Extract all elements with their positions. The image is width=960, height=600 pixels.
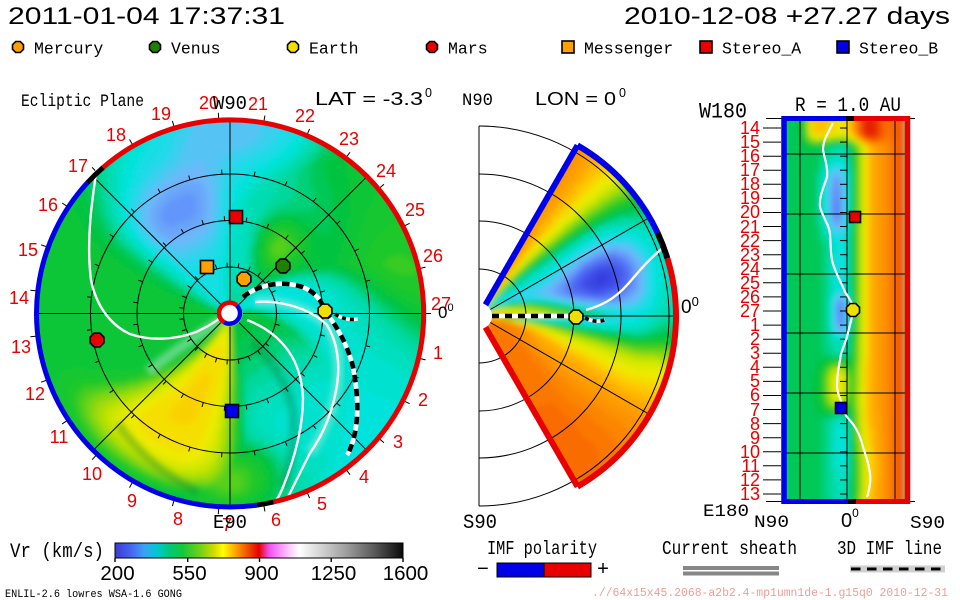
svg-text:20: 20 <box>740 202 760 222</box>
svg-text:ENLIL-2.6 lowres WSA-1.6 GONG: ENLIL-2.6 lowres WSA-1.6 GONG <box>5 589 182 600</box>
svg-text:Mars: Mars <box>448 40 488 59</box>
svg-text:7: 7 <box>750 400 760 420</box>
svg-text:14: 14 <box>9 288 29 308</box>
svg-text:Stereo_B: Stereo_B <box>859 40 938 59</box>
svg-text:22: 22 <box>740 231 760 251</box>
svg-text:S90: S90 <box>463 512 497 535</box>
svg-text:27: 27 <box>740 301 760 321</box>
svg-text:23: 23 <box>339 129 359 149</box>
svg-text:Current sheath: Current sheath <box>662 538 797 560</box>
svg-text:21: 21 <box>740 217 760 237</box>
svg-text:2: 2 <box>418 390 428 410</box>
svg-text:1250: 1250 <box>311 562 357 585</box>
svg-text:17: 17 <box>68 156 88 176</box>
svg-text:0: 0 <box>619 86 626 100</box>
svg-text:15: 15 <box>18 240 38 260</box>
svg-text:13: 13 <box>11 337 31 357</box>
svg-text:S90: S90 <box>910 514 945 534</box>
svg-text:E180: E180 <box>703 502 749 522</box>
svg-text:LAT = -3.3: LAT = -3.3 <box>315 89 423 109</box>
svg-text:10: 10 <box>740 442 760 462</box>
svg-text:12: 12 <box>740 470 760 490</box>
svg-text:9: 9 <box>750 428 760 448</box>
svg-text:24: 24 <box>376 161 396 181</box>
svg-text:18: 18 <box>106 125 126 145</box>
svg-text:27: 27 <box>431 294 451 314</box>
svg-text:8: 8 <box>173 509 183 529</box>
svg-text:Earth: Earth <box>309 40 359 59</box>
svg-text:12: 12 <box>25 384 45 404</box>
svg-text:10: 10 <box>82 464 102 484</box>
svg-text:23: 23 <box>740 245 760 265</box>
svg-text:26: 26 <box>423 246 443 266</box>
svg-text:4: 4 <box>359 467 369 487</box>
svg-text:11: 11 <box>741 456 760 476</box>
svg-text:3: 3 <box>393 432 403 452</box>
svg-text:Venus: Venus <box>171 40 221 59</box>
svg-text:4: 4 <box>750 357 760 377</box>
svg-text:2: 2 <box>750 329 760 349</box>
svg-text:19: 19 <box>151 104 171 124</box>
svg-text:1: 1 <box>433 343 443 363</box>
svg-text:N90: N90 <box>754 513 789 533</box>
svg-text:26: 26 <box>740 287 760 307</box>
svg-text:14: 14 <box>740 118 760 138</box>
svg-text:2011-01-04 17:37:31: 2011-01-04 17:37:31 <box>8 3 285 30</box>
svg-text:18: 18 <box>740 174 760 194</box>
svg-text:3: 3 <box>750 343 760 363</box>
svg-text:1: 1 <box>750 315 760 335</box>
svg-text:20: 20 <box>199 93 219 113</box>
svg-text:200: 200 <box>100 562 134 585</box>
svg-text:1600: 1600 <box>383 562 429 585</box>
svg-text:Mercury: Mercury <box>34 40 103 59</box>
svg-text:E90: E90 <box>213 512 247 534</box>
svg-text:8: 8 <box>750 414 760 434</box>
svg-text:Stereo_A: Stereo_A <box>722 40 801 59</box>
svg-text:24: 24 <box>740 259 760 279</box>
svg-text:900: 900 <box>244 562 278 585</box>
svg-text:7: 7 <box>222 515 232 535</box>
svg-text:R = 1.0 AU: R = 1.0 AU <box>795 95 901 118</box>
svg-text:16: 16 <box>740 146 760 166</box>
svg-text:25: 25 <box>405 200 425 220</box>
svg-text:15: 15 <box>740 132 760 152</box>
svg-text:Messenger: Messenger <box>584 40 673 59</box>
svg-text:11: 11 <box>50 427 69 447</box>
svg-text:W90: W90 <box>213 93 247 115</box>
svg-text:3D IMF line: 3D IMF line <box>837 538 942 560</box>
svg-text:W180: W180 <box>699 100 747 125</box>
svg-text:17: 17 <box>740 160 760 180</box>
svg-text:N90: N90 <box>462 91 493 111</box>
svg-text:5: 5 <box>317 494 327 514</box>
svg-text:−: − <box>477 559 489 582</box>
svg-text:21: 21 <box>248 94 268 114</box>
svg-text:+: + <box>597 559 609 582</box>
svg-text:6: 6 <box>271 510 281 530</box>
svg-text:5: 5 <box>750 371 760 391</box>
svg-text:22: 22 <box>295 106 315 126</box>
svg-text:.//64x15x45.2068-a2b2.4-mp1umn: .//64x15x45.2068-a2b2.4-mp1umn1de-1.g15q… <box>592 587 948 600</box>
svg-text:550: 550 <box>172 562 206 585</box>
svg-text:9: 9 <box>127 491 137 511</box>
svg-text:16: 16 <box>38 195 58 215</box>
svg-text:13: 13 <box>740 484 760 504</box>
svg-text:2010-12-08 +27.27 days: 2010-12-08 +27.27 days <box>624 3 950 30</box>
svg-text:0: 0 <box>425 86 432 100</box>
svg-text:25: 25 <box>740 273 760 293</box>
svg-text:LON = 0: LON = 0 <box>535 89 616 109</box>
svg-text:IMF polarity: IMF polarity <box>487 538 597 560</box>
svg-text:6: 6 <box>750 385 760 405</box>
svg-text:Ecliptic Plane: Ecliptic Plane <box>21 92 144 112</box>
svg-text:19: 19 <box>740 188 760 208</box>
svg-text:Vr (km/s): Vr (km/s) <box>10 541 104 564</box>
